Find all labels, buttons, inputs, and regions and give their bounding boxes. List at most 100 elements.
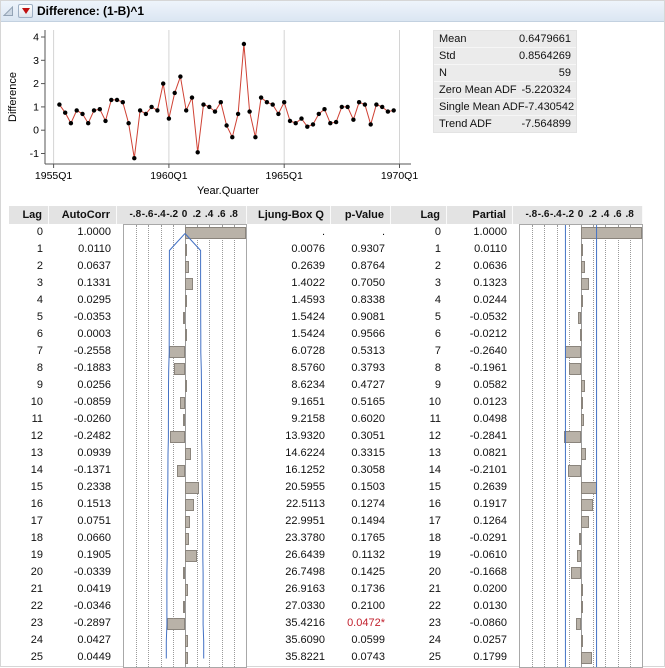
table-cell: 0.0110 bbox=[49, 241, 117, 258]
confidence-bounds bbox=[520, 225, 642, 667]
table-cell: 0.7050 bbox=[331, 275, 391, 292]
table-cell: 25 bbox=[391, 649, 447, 666]
table-cell: 1.5424 bbox=[253, 326, 331, 343]
column-header: AutoCorr bbox=[49, 206, 117, 224]
table-cell: 15 bbox=[391, 479, 447, 496]
stat-row: Std0.8564269 bbox=[434, 48, 576, 65]
table-cell: 1.4593 bbox=[253, 292, 331, 309]
table-cell: 16 bbox=[391, 496, 447, 513]
table-cell: 0.0743 bbox=[331, 649, 391, 666]
table-cell: 14 bbox=[9, 462, 49, 479]
significant-p-value: 0.0472* bbox=[331, 615, 391, 632]
table-cell: 0.0200 bbox=[447, 581, 513, 598]
acf-bar-chart[interactable] bbox=[123, 224, 247, 668]
table-cell: 17 bbox=[9, 513, 49, 530]
svg-text:2: 2 bbox=[33, 78, 39, 90]
red-triangle-icon bbox=[22, 8, 30, 14]
table-cell: 7 bbox=[391, 343, 447, 360]
table-cell: 20.5955 bbox=[253, 479, 331, 496]
table-cell: -0.1961 bbox=[447, 360, 513, 377]
table-cell: 12 bbox=[391, 428, 447, 445]
table-cell: 10 bbox=[9, 394, 49, 411]
table-cell: 0.3051 bbox=[331, 428, 391, 445]
table-cell: 0.1323 bbox=[447, 275, 513, 292]
partial-column: Partial1.00000.01100.06360.13230.0244-0.… bbox=[447, 206, 513, 668]
outline-collapse-icon[interactable] bbox=[3, 6, 14, 17]
table-cell: 0.6020 bbox=[331, 411, 391, 428]
table-cell: 0.2639 bbox=[447, 479, 513, 496]
column-header: Lag bbox=[391, 206, 447, 224]
svg-text:1965Q1: 1965Q1 bbox=[266, 170, 304, 182]
stat-label: Mean bbox=[434, 31, 519, 47]
table-cell: 26.9163 bbox=[253, 581, 331, 598]
pacf-axis-header: -.8-.6-.4-.20.2.4.6.8 bbox=[519, 206, 643, 224]
table-cell: -0.1668 bbox=[447, 564, 513, 581]
table-cell: 0.0637 bbox=[49, 258, 117, 275]
table-cell: 0.9307 bbox=[331, 241, 391, 258]
table-cell: 0.1503 bbox=[331, 479, 391, 496]
axis-tick-label: .8 bbox=[230, 206, 238, 224]
table-cell: 35.4216 bbox=[253, 615, 331, 632]
table-cell: 18 bbox=[9, 530, 49, 547]
summary-statistics-table: Mean0.6479661Std0.8564269N59Zero Mean AD… bbox=[433, 30, 577, 133]
table-cell: 16 bbox=[9, 496, 49, 513]
stat-label: Trend ADF bbox=[434, 116, 521, 132]
acf-plot-column: -.8-.6-.4-.20.2.4.6.8 bbox=[123, 206, 247, 668]
svg-text:1970Q1: 1970Q1 bbox=[381, 170, 419, 182]
stat-label: Single Mean ADF bbox=[434, 99, 525, 115]
axis-tick-label: -.8 bbox=[129, 206, 141, 224]
table-cell: 25 bbox=[9, 649, 49, 666]
axis-tick-label: -.6 bbox=[538, 206, 550, 224]
table-cell: 11 bbox=[9, 411, 49, 428]
table-cell: 7 bbox=[9, 343, 49, 360]
table-cell: 0.0636 bbox=[447, 258, 513, 275]
table-cell: 9.2158 bbox=[253, 411, 331, 428]
table-cell: -0.2897 bbox=[49, 615, 117, 632]
axis-tick-label: .4 bbox=[205, 206, 213, 224]
axis-tick-label: .4 bbox=[601, 206, 609, 224]
axis-tick-label: -.8 bbox=[525, 206, 537, 224]
table-cell: 0.1274 bbox=[331, 496, 391, 513]
stat-value: -7.564899 bbox=[521, 116, 576, 132]
red-triangle-menu-button[interactable] bbox=[18, 4, 33, 18]
table-cell: 8 bbox=[9, 360, 49, 377]
table-cell: 3 bbox=[9, 275, 49, 292]
table-cell: 11 bbox=[391, 411, 447, 428]
svg-text:3: 3 bbox=[33, 55, 39, 67]
table-cell: 0.0257 bbox=[447, 632, 513, 649]
stat-label: N bbox=[434, 65, 559, 81]
table-cell: 0.0123 bbox=[447, 394, 513, 411]
table-cell: 3 bbox=[391, 275, 447, 292]
table-cell: 16.1252 bbox=[253, 462, 331, 479]
table-cell: 0.0244 bbox=[447, 292, 513, 309]
table-cell: . bbox=[331, 224, 391, 241]
table-cell: 0.1264 bbox=[447, 513, 513, 530]
table-cell: 4 bbox=[391, 292, 447, 309]
top-section: 43210-11955Q11960Q11965Q11970Q1Year.Quar… bbox=[1, 22, 664, 202]
table-cell: 0.5165 bbox=[331, 394, 391, 411]
table-cell: 26.7498 bbox=[253, 564, 331, 581]
table-cell: 26.6439 bbox=[253, 547, 331, 564]
table-cell: 14 bbox=[391, 462, 447, 479]
table-cell: 0.0419 bbox=[49, 581, 117, 598]
pacf-bar-chart[interactable] bbox=[519, 224, 643, 668]
stat-value: 0.6479661 bbox=[519, 31, 576, 47]
lag-column: Lag0123456789101112131415161718192021222… bbox=[9, 206, 49, 668]
outline-title-bar[interactable]: Difference: (1-B)^1 bbox=[1, 1, 664, 22]
table-cell: 19 bbox=[391, 547, 447, 564]
stat-value: -7.430542 bbox=[525, 99, 580, 115]
stat-value: 0.8564269 bbox=[519, 48, 576, 64]
column-header: Partial bbox=[447, 206, 513, 224]
svg-text:Year.Quarter: Year.Quarter bbox=[197, 185, 259, 197]
svg-text:1955Q1: 1955Q1 bbox=[35, 170, 73, 182]
table-cell: -0.0353 bbox=[49, 309, 117, 326]
table-cell: 23 bbox=[9, 615, 49, 632]
table-cell: 9.1651 bbox=[253, 394, 331, 411]
axis-tick-label: -.4 bbox=[550, 206, 562, 224]
table-cell: 35.6090 bbox=[253, 632, 331, 649]
table-cell: 0.9566 bbox=[331, 326, 391, 343]
time-series-plot[interactable]: 43210-11955Q11960Q11965Q11970Q1Year.Quar… bbox=[5, 24, 425, 201]
table-cell: 22 bbox=[391, 598, 447, 615]
pacf-plot-column: -.8-.6-.4-.20.2.4.6.8 bbox=[519, 206, 643, 668]
time-series-plot-svg[interactable]: 43210-11955Q11960Q11965Q11970Q1Year.Quar… bbox=[5, 24, 423, 198]
